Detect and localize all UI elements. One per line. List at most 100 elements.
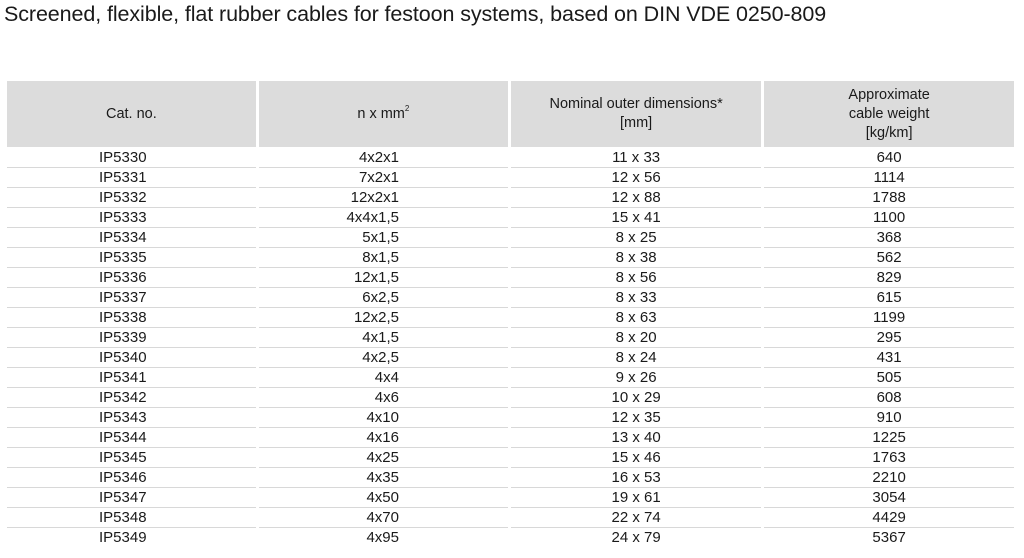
- table-row: IP5332 12x2x1 12 x 88 1788: [7, 187, 1014, 208]
- weight-cell: 829: [762, 267, 1014, 288]
- dimensions-cell: 8 x 20: [509, 327, 765, 348]
- cat-no-cell: IP5335: [7, 247, 259, 268]
- cable-table: Cat. no. n x mm2 Nominal outer dimension…: [7, 81, 1014, 547]
- weight-cell: 1225: [762, 427, 1014, 448]
- cat-no-cell: IP5346: [7, 467, 259, 488]
- n-x-mm-cell: 4x25: [257, 447, 511, 468]
- table-row: IP5346 4x35 16 x 53 2210: [7, 467, 1014, 488]
- dimensions-cell: 16 x 53: [509, 467, 765, 488]
- cat-no-cell: IP5333: [7, 207, 259, 228]
- cat-no-cell: IP5332: [7, 187, 259, 208]
- header-cat-no: Cat. no.: [7, 81, 259, 148]
- dimensions-cell: 12 x 35: [509, 407, 765, 428]
- dimensions-cell: 10 x 29: [509, 387, 765, 408]
- n-x-mm-cell: 4x1,5: [257, 327, 511, 348]
- weight-cell: 910: [762, 407, 1014, 428]
- n-x-mm-cell: 6x2,5: [257, 287, 511, 308]
- dimensions-cell: 19 x 61: [509, 487, 765, 508]
- header-cat-no-label: Cat. no.: [105, 105, 157, 122]
- weight-cell: 368: [762, 227, 1014, 248]
- weight-cell: 3054: [762, 487, 1014, 508]
- cat-no-cell: IP5344: [7, 427, 259, 448]
- table-row: IP5343 4x10 12 x 35 910: [7, 407, 1014, 428]
- table-row: IP5334 5x1,5 8 x 25 368: [7, 227, 1014, 248]
- n-x-mm-cell: 4x4x1,5: [257, 207, 511, 228]
- cat-no-cell: IP5336: [7, 267, 259, 288]
- weight-cell: 1114: [762, 167, 1014, 188]
- table-row: IP5337 6x2,5 8 x 33 615: [7, 287, 1014, 308]
- header-dimensions-line2: [mm]: [620, 115, 653, 131]
- dimensions-cell: 11 x 33: [509, 147, 765, 168]
- cat-no-cell: IP5348: [7, 507, 259, 528]
- header-n-x-mm-label: n x mm: [357, 105, 405, 122]
- weight-cell: 431: [762, 347, 1014, 368]
- cat-no-cell: IP5331: [7, 167, 259, 188]
- n-x-mm-cell: 4x35: [257, 467, 511, 488]
- n-x-mm-cell: 7x2x1: [257, 167, 511, 188]
- header-n-x-mm: n x mm2: [257, 81, 511, 148]
- header-weight: Approximate cable weight [kg/km]: [762, 81, 1014, 148]
- n-x-mm-cell: 4x4: [257, 367, 511, 388]
- n-x-mm-cell: 4x2,5: [257, 347, 511, 368]
- table-row: IP5340 4x2,5 8 x 24 431: [7, 347, 1014, 368]
- cat-no-cell: IP5337: [7, 287, 259, 308]
- dimensions-cell: 8 x 63: [509, 307, 765, 328]
- header-weight-line1: Approximate: [848, 86, 930, 103]
- dimensions-cell: 8 x 33: [509, 287, 765, 308]
- table-row: IP5331 7x2x1 12 x 56 1114: [7, 167, 1014, 188]
- cat-no-cell: IP5339: [7, 327, 259, 348]
- n-x-mm-cell: 4x10: [257, 407, 511, 428]
- weight-cell: 1100: [762, 207, 1014, 228]
- table-row: IP5341 4x4 9 x 26 505: [7, 367, 1014, 388]
- weight-cell: 295: [762, 327, 1014, 348]
- dimensions-cell: 9 x 26: [509, 367, 765, 388]
- table-row: IP5330 4x2x1 11 x 33 640: [7, 147, 1014, 168]
- cat-no-cell: IP5349: [7, 527, 259, 547]
- table-row: IP5335 8x1,5 8 x 38 562: [7, 247, 1014, 268]
- n-x-mm-cell: 12x1,5: [257, 267, 511, 288]
- cat-no-cell: IP5330: [7, 147, 259, 168]
- table-row: IP5338 12x2,5 8 x 63 1199: [7, 307, 1014, 328]
- page-title: Screened, flexible, flat rubber cables f…: [4, 2, 827, 26]
- header-weight-line3: [kg/km]: [865, 124, 913, 141]
- n-x-mm-cell: 4x2x1: [257, 147, 511, 168]
- dimensions-cell: 12 x 88: [509, 187, 765, 208]
- cat-no-cell: IP5334: [7, 227, 259, 248]
- table-body: IP5330 4x2x1 11 x 33 640 IP5331 7x2x1 12 x 56 1…: [7, 147, 1014, 547]
- cat-no-cell: IP5338: [7, 307, 259, 328]
- weight-cell: 505: [762, 367, 1014, 388]
- cat-no-cell: IP5341: [7, 367, 259, 388]
- table-row: IP5342 4x6 10 x 29 608: [7, 387, 1014, 408]
- table-row: IP5348 4x70 22 x 74 4429: [7, 507, 1014, 528]
- table-row: IP5344 4x16 13 x 40 1225: [7, 427, 1014, 448]
- weight-cell: 608: [762, 387, 1014, 408]
- table-row: IP5339 4x1,5 8 x 20 295: [7, 327, 1014, 348]
- table-row: IP5336 12x1,5 8 x 56 829: [7, 267, 1014, 288]
- n-x-mm-cell: 4x70: [257, 507, 511, 528]
- dimensions-cell: 22 x 74: [509, 507, 765, 528]
- weight-cell: 1763: [762, 447, 1014, 468]
- dimensions-cell: 8 x 56: [509, 267, 765, 288]
- dimensions-cell: 8 x 24: [509, 347, 765, 368]
- dimensions-cell: 12 x 56: [509, 167, 765, 188]
- cat-no-cell: IP5340: [7, 347, 259, 368]
- table-row: IP5349 4x95 24 x 79 5367: [7, 527, 1014, 547]
- weight-cell: 1199: [762, 307, 1014, 328]
- dimensions-cell: 8 x 25: [509, 227, 765, 248]
- header-weight-line2: cable weight: [848, 105, 930, 122]
- cat-no-cell: IP5345: [7, 447, 259, 468]
- table-row: IP5333 4x4x1,5 15 x 41 1100: [7, 207, 1014, 228]
- weight-cell: 5367: [762, 527, 1014, 547]
- n-x-mm-cell: 12x2,5: [257, 307, 511, 328]
- dimensions-cell: 15 x 46: [509, 447, 765, 468]
- dimensions-cell: 8 x 38: [509, 247, 765, 268]
- weight-cell: 1788: [762, 187, 1014, 208]
- n-x-mm-cell: 4x6: [257, 387, 511, 408]
- dimensions-cell: 24 x 79: [509, 527, 765, 547]
- weight-cell: 4429: [762, 507, 1014, 528]
- header-dimensions-line1: Nominal outer dimensions*: [549, 96, 723, 112]
- n-x-mm-cell: 4x50: [257, 487, 511, 508]
- n-x-mm-cell: 12x2x1: [257, 187, 511, 208]
- header-dimensions: Nominal outer dimensions* [mm]: [509, 81, 765, 148]
- weight-cell: 562: [762, 247, 1014, 268]
